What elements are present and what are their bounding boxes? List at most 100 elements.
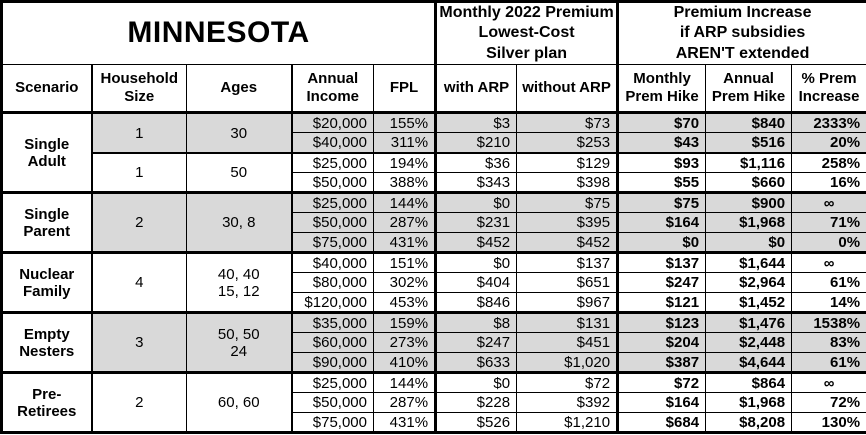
pct-prem-increase-cell: 20% <box>791 132 866 154</box>
data-row: Nuclear Family 4 40, 40 15, 12 $40,000 151% $… <box>1 251 866 314</box>
annual-prem-hike-cell: $2,964 <box>705 272 793 294</box>
annual-income-cell: $25,000 <box>291 371 374 394</box>
with-arp-cell: $8 <box>434 311 518 334</box>
ages-cell: 50, 50 24 <box>186 311 293 374</box>
annual-income-cell: $25,000 <box>291 151 374 174</box>
with-arp-cell: $210 <box>434 132 518 154</box>
with-arp-cell: $343 <box>434 172 518 194</box>
with-arp-cell: $36 <box>434 151 518 174</box>
without-arp-cell: $398 <box>516 172 619 194</box>
annual-income-cell: $120,000 <box>291 292 374 314</box>
with-arp-cell: $633 <box>434 352 518 374</box>
fpl-cell: 311% <box>372 132 437 154</box>
annual-prem-hike-cell: $660 <box>705 172 793 194</box>
annual-prem-hike-cell: $4,644 <box>705 352 793 374</box>
scenario-cell: Single Adult <box>1 111 93 194</box>
with-arp-cell: $404 <box>434 272 518 294</box>
fpl-cell: 287% <box>372 392 437 414</box>
data-row: $50,000 287% $231 $395 $164 $1,968 71% <box>2 212 866 234</box>
annual-prem-hike-cell: $0 <box>705 232 793 254</box>
column-header-row: Scenario Household Size Ages Annual Inco… <box>1 64 866 115</box>
pct-prem-increase-cell: 72% <box>791 392 866 414</box>
fpl-cell: 151% <box>372 251 437 274</box>
data-row: 1 50 $25,000 194% $36 $129 $93 $1,116 258% <box>2 151 866 194</box>
monthly-prem-hike-cell: $55 <box>616 172 707 194</box>
monthly-prem-hike-cell: $0 <box>616 232 707 254</box>
data-row: $60,000 273% $247 $451 $204 $2,448 83% <box>2 332 866 354</box>
annual-prem-hike-cell: $1,968 <box>705 392 793 414</box>
with-arp-cell: $0 <box>434 251 518 274</box>
without-arp-cell: $75 <box>516 191 619 214</box>
table-header: MINNESOTA Monthly 2022 Premium Lowest-Co… <box>0 0 866 115</box>
col-header-annual-prem-hike: Annual Prem Hike <box>705 64 793 115</box>
without-arp-cell: $72 <box>516 371 619 394</box>
col-header-household-size: Household Size <box>91 64 187 115</box>
household-size-cell: 1 <box>91 151 187 194</box>
monthly-prem-hike-cell: $387 <box>616 352 707 374</box>
pct-prem-increase-cell: 61% <box>791 352 866 374</box>
fpl-cell: 410% <box>372 352 437 374</box>
with-arp-cell: $0 <box>434 191 518 214</box>
pct-prem-increase-cell: 61% <box>791 272 866 294</box>
annual-income-cell: $35,000 <box>291 311 374 334</box>
monthly-prem-hike-cell: $93 <box>616 151 707 174</box>
pct-prem-increase-cell: ∞ <box>791 371 866 394</box>
monthly-prem-hike-cell: $121 <box>616 292 707 314</box>
fpl-cell: 431% <box>372 412 437 434</box>
with-arp-cell: $3 <box>434 111 518 134</box>
data-row: $50,000 388% $343 $398 $55 $660 16% <box>2 172 866 194</box>
annual-income-cell: $75,000 <box>291 232 374 254</box>
col-header-ages: Ages <box>186 64 293 115</box>
annual-income-cell: $25,000 <box>291 191 374 214</box>
annual-prem-hike-cell: $8,208 <box>705 412 793 434</box>
pct-prem-increase-cell: ∞ <box>791 191 866 214</box>
fpl-cell: 194% <box>372 151 437 174</box>
annual-income-cell: $60,000 <box>291 332 374 354</box>
without-arp-cell: $73 <box>516 111 619 134</box>
premium-2022-group-header: Monthly 2022 Premium Lowest-Cost Silver … <box>434 0 619 66</box>
monthly-prem-hike-cell: $137 <box>616 251 707 274</box>
fpl-cell: 453% <box>372 292 437 314</box>
annual-income-cell: $20,000 <box>291 111 374 134</box>
without-arp-cell: $392 <box>516 392 619 414</box>
data-row: $50,000 287% $228 $392 $164 $1,968 72% <box>2 392 866 414</box>
with-arp-cell: $846 <box>434 292 518 314</box>
annual-income-cell: $80,000 <box>291 272 374 294</box>
pct-prem-increase-cell: 14% <box>791 292 866 314</box>
annual-prem-hike-cell: $1,968 <box>705 212 793 234</box>
pct-prem-increase-cell: 83% <box>791 332 866 354</box>
with-arp-cell: $452 <box>434 232 518 254</box>
without-arp-cell: $452 <box>516 232 619 254</box>
fpl-cell: 388% <box>372 172 437 194</box>
col-header-annual-income: Annual Income <box>291 64 374 115</box>
monthly-prem-hike-cell: $43 <box>616 132 707 154</box>
pct-prem-increase-cell: 16% <box>791 172 866 194</box>
pct-prem-increase-cell: 71% <box>791 212 866 234</box>
monthly-prem-hike-cell: $204 <box>616 332 707 354</box>
without-arp-cell: $451 <box>516 332 619 354</box>
household-size-cell: 2 <box>91 371 187 434</box>
col-header-without-arp: without ARP <box>516 64 619 115</box>
monthly-prem-hike-cell: $123 <box>616 311 707 334</box>
ages-cell: 30, 8 <box>186 191 293 254</box>
annual-income-cell: $40,000 <box>291 251 374 274</box>
title-row: MINNESOTA Monthly 2022 Premium Lowest-Co… <box>0 0 866 66</box>
annual-income-cell: $50,000 <box>291 392 374 414</box>
household-size-cell: 3 <box>91 311 187 374</box>
monthly-prem-hike-cell: $684 <box>616 412 707 434</box>
data-row: $75,000 431% $526 $1,210 $684 $8,208 130% <box>2 412 866 434</box>
pct-prem-increase-cell: ∞ <box>791 251 866 274</box>
with-arp-cell: $526 <box>434 412 518 434</box>
without-arp-cell: $1,210 <box>516 412 619 434</box>
annual-prem-hike-cell: $840 <box>705 111 793 134</box>
fpl-cell: 431% <box>372 232 437 254</box>
without-arp-cell: $253 <box>516 132 619 154</box>
annual-prem-hike-cell: $900 <box>705 191 793 214</box>
col-header-fpl: FPL <box>372 64 437 115</box>
annual-income-cell: $75,000 <box>291 412 374 434</box>
fpl-cell: 273% <box>372 332 437 354</box>
household-size-cell: 1 <box>91 111 187 154</box>
annual-prem-hike-cell: $516 <box>705 132 793 154</box>
without-arp-cell: $651 <box>516 272 619 294</box>
